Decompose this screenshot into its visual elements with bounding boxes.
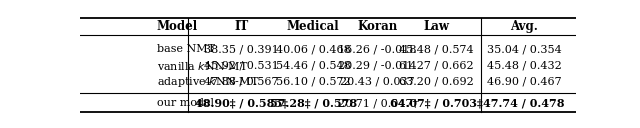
Text: 61.27 / 0.662: 61.27 / 0.662 <box>399 61 474 71</box>
Text: 35.04 / 0.354: 35.04 / 0.354 <box>486 44 561 54</box>
Text: adaptive $k$NN-MT: adaptive $k$NN-MT <box>157 75 259 89</box>
Text: Avg.: Avg. <box>510 20 538 33</box>
Text: base NMT: base NMT <box>157 44 215 54</box>
Text: 20.43 / 0.037: 20.43 / 0.037 <box>340 77 415 87</box>
Text: 45.48 / 0.432: 45.48 / 0.432 <box>486 61 561 71</box>
Text: 47.74 / 0.478: 47.74 / 0.478 <box>483 98 564 109</box>
Text: 40.06 / 0.468: 40.06 / 0.468 <box>276 44 351 54</box>
Text: 48.90‡ / 0.585‡: 48.90‡ / 0.585‡ <box>195 98 287 109</box>
Text: Koran: Koran <box>358 20 397 33</box>
Text: IT: IT <box>234 20 248 33</box>
Text: our model: our model <box>157 98 214 108</box>
Text: 47.88 / 0.567: 47.88 / 0.567 <box>204 77 278 87</box>
Text: 20.71 / 0.047†: 20.71 / 0.047† <box>338 98 417 108</box>
Text: 54.46 / 0.548: 54.46 / 0.548 <box>276 61 351 71</box>
Text: Medical: Medical <box>287 20 339 33</box>
Text: 64.07‡ / 0.703‡: 64.07‡ / 0.703‡ <box>390 98 483 109</box>
Text: 56.10 / 0.572: 56.10 / 0.572 <box>276 77 351 87</box>
Text: 38.35 / 0.391: 38.35 / 0.391 <box>204 44 278 54</box>
Text: 16.26 / -0.018: 16.26 / -0.018 <box>339 44 417 54</box>
Text: vanilla $k$NN-MT: vanilla $k$NN-MT <box>157 60 248 72</box>
Text: Law: Law <box>423 20 449 33</box>
Text: 45.48 / 0.574: 45.48 / 0.574 <box>399 44 474 54</box>
Text: 20.29 / -0.014: 20.29 / -0.014 <box>339 61 417 71</box>
Text: 57.28‡ / 0.578: 57.28‡ / 0.578 <box>269 98 356 109</box>
Text: 63.20 / 0.692: 63.20 / 0.692 <box>399 77 474 87</box>
Text: Model: Model <box>157 20 198 33</box>
Text: 46.90 / 0.467: 46.90 / 0.467 <box>486 77 561 87</box>
Text: 45.92 / 0.531: 45.92 / 0.531 <box>204 61 278 71</box>
